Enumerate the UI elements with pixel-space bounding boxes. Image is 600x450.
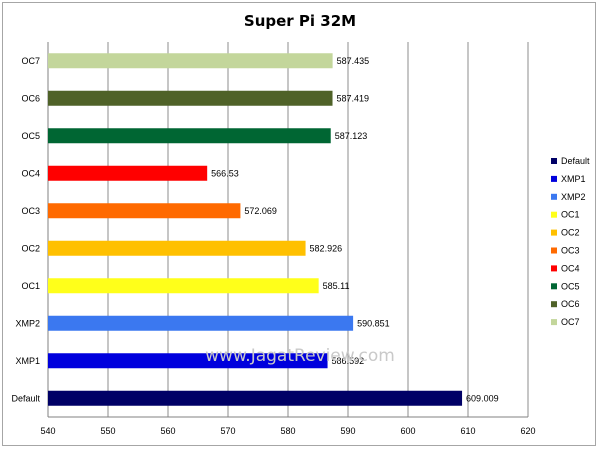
legend-swatch [551,265,557,272]
bar-oc5 [48,128,331,144]
legend-label: OC3 [561,246,580,256]
legend-swatch [551,193,557,200]
data-labels: 609.009 586.592 590.851 585.11 582.926 572.06… [211,56,498,404]
legend-label: XMP1 [561,174,586,184]
x-tick-label: 620 [520,426,535,436]
x-tick-label: 580 [280,426,295,436]
legend-label: OC1 [561,210,580,220]
x-tick-label: 560 [160,426,175,436]
legend-swatch [551,229,557,236]
x-tick-labels: 540 550 560 570 580 590 600 610 620 [40,426,535,436]
legend-label: OC7 [561,317,580,327]
legend-label: OC5 [561,281,580,291]
bar-xmp2 [48,315,354,331]
bar-oc2 [48,240,306,256]
legend-swatch [551,211,557,218]
data-label: 572.069 [244,206,277,216]
legend-swatch [551,283,557,290]
category-label: Default [11,393,40,403]
legend-swatch [551,319,557,326]
category-label: OC1 [21,281,40,291]
data-label: 587.123 [335,131,368,141]
category-label: OC7 [21,56,40,66]
data-label: 587.435 [337,56,370,66]
bars [48,53,463,406]
x-tick-label: 550 [100,426,115,436]
x-tick-label: 600 [400,426,415,436]
x-tick-label: 610 [460,426,475,436]
data-label: 582.926 [310,243,343,253]
bar-oc1 [48,278,319,294]
legend-label: Default [561,156,590,166]
bar-oc4 [48,165,208,181]
data-label: 590.851 [357,318,390,328]
bar-default [48,390,463,406]
watermark-text: www.JagatReview.com [205,346,395,366]
data-label: 587.419 [337,93,370,103]
data-label: 566.53 [211,168,239,178]
legend-swatch [551,175,557,182]
legend-label: OC4 [561,263,580,273]
data-label: 585.11 [323,281,350,291]
category-labels: Default XMP1 XMP2 OC1 OC2 OC3 OC4 OC5 OC6 OC7 [11,56,40,404]
legend-label: XMP2 [561,192,586,202]
chart-area [2,2,596,446]
category-label: OC5 [21,131,40,141]
legend-swatch [551,247,557,254]
bar-oc6 [48,90,333,106]
legend-label: OC2 [561,228,580,238]
bar-oc7 [48,53,333,69]
category-label: XMP2 [15,318,40,328]
data-label: 586.592 [332,356,365,366]
legend-swatch [551,158,557,164]
legend-swatch [551,301,557,308]
x-tick-label: 570 [220,426,235,436]
x-tick-label: 540 [40,426,55,436]
legend-label: OC6 [561,299,580,309]
category-label: OC6 [21,93,40,103]
bar-xmp1 [48,353,328,369]
category-label: XMP1 [15,356,40,366]
legend: Default XMP1 XMP2 OC1 OC2 OC3 OC4 OC5 OC6 OC7 [551,156,590,327]
category-label: OC3 [21,206,40,216]
category-label: OC2 [21,243,40,253]
data-label: 609.009 [466,393,499,403]
x-tick-label: 590 [340,426,355,436]
chart-title: Super Pi 32M [244,12,356,30]
category-label: OC4 [21,168,40,178]
bar-oc3 [48,203,241,219]
